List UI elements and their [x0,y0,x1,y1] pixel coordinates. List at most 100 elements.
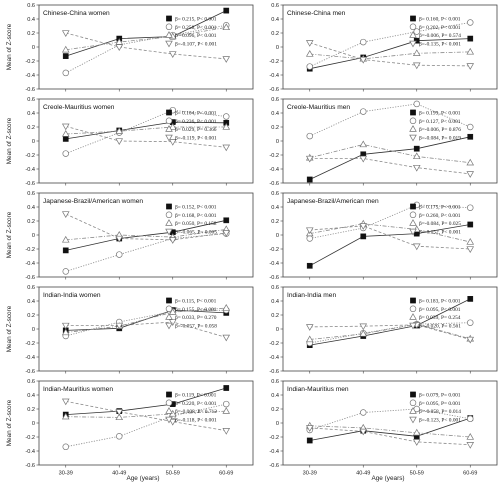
x-tick-label: 50-59 [410,471,424,477]
data-point [62,247,69,254]
y-tick-label: 0.4 [27,17,35,23]
data-point [413,28,421,35]
legend-marker [410,297,416,304]
y-tick-label: -0.4 [269,73,279,79]
data-point [305,155,314,163]
data-point [62,268,69,275]
legend-marker [410,391,416,398]
legend-marker [165,322,173,330]
data-point [115,251,123,258]
data-point [305,49,314,57]
y-tick-label: -0.4 [25,73,35,79]
panel-3: 0.6 0.4 0.2 0 -0.2 -0.4 -0.6 Mean of Z-score Cre… [6,97,254,187]
y-tick-label: 0.2 [271,125,279,131]
y-tick-label: 0.4 [27,393,35,399]
data-point [168,237,177,244]
y-tick-label: -0.6 [25,275,35,281]
legend-marker [409,211,417,219]
data-point [62,443,69,451]
legend-annotation: β= 0.202, P< 0.001 [419,25,461,31]
panel-9: 0.6 0.4 0.2 0 -0.2 -0.4 -0.6 30-39 40-49 50-59 60-… [6,379,254,477]
series-line-2 [309,322,471,344]
data-point [466,442,475,449]
y-tick-label: 0.6 [271,191,279,197]
y-tick-label: 0.6 [27,379,35,385]
data-point [306,132,314,140]
legend-annotation: β= 0.079, P= 0.001 [419,393,461,399]
x-tick-label: 30-39 [303,471,317,477]
legend-marker [409,322,417,330]
legend-annotation: β= 0.258, P< 0.001 [175,25,217,31]
legend-annotation: β=-0.058, P= 0.014 [419,409,461,415]
series-line-2 [309,103,471,137]
data-point [61,322,70,330]
legend-marker [165,416,173,424]
y-axis-label: Mean of Z-score [6,399,13,446]
legend-annotation: β= 0.115, P< 0.001 [175,299,217,305]
data-point [115,433,123,440]
series-line-1 [65,10,227,57]
data-point [466,63,475,70]
legend-annotation: β= 0.160, P< 0.001 [419,17,461,23]
data-point [223,400,230,408]
legend-marker [165,228,173,236]
panel-frame [38,286,254,372]
legend-annotation: β=-0.107, P< 0.001 [175,41,217,47]
legend-annotation: β=-0.006, P= 0.876 [419,127,461,133]
panel-title: Creole-Mauritius men [287,104,350,111]
data-point [413,37,420,44]
y-axis-label: Mean of Z-score [6,211,13,258]
y-tick-label: 0.6 [271,97,279,103]
legend-marker [166,391,172,398]
y-tick-label: -0.2 [269,341,279,347]
legend-marker [166,203,172,210]
series-line-3 [65,27,227,51]
data-point [223,113,230,120]
legend-annotation: β= 0.127, P< 0.001 [419,119,461,125]
legend-marker [165,407,173,414]
series-line-4 [65,32,227,60]
y-tick-label: 0.2 [27,31,35,37]
data-point [467,319,474,326]
data-point [61,123,70,131]
series-line-3 [309,144,471,164]
legend-marker [409,416,417,424]
data-point [168,122,177,130]
panel-7: 0.6 0.4 0.2 0 -0.2 -0.4 -0.6 Mean of Z-score Ind… [6,285,254,375]
series-line-4 [65,321,227,338]
data-point [359,323,368,331]
legend-annotation: β=-0.008, P= 0.712 [175,409,217,415]
y-tick-label: 0.6 [27,285,35,291]
data-point [222,407,231,414]
y-tick-label: -0.6 [269,369,279,375]
x-tick-label: 60-69 [219,471,233,477]
data-point [115,322,124,330]
series-line-4 [309,324,471,340]
y-tick-label: 0.4 [27,111,35,117]
legend-annotation: β=-0.084, P= 0.025 [419,221,461,227]
data-point [412,49,421,56]
y-tick-label: 0.2 [271,219,279,225]
legend-annotation: β= 0.260, P< 0.001 [419,213,461,219]
legend-annotation: β= 0.152, P< 0.001 [175,205,217,211]
panel-2: 0.6 0.4 0.2 0 -0.2 -0.4 -0.6 Chinese-China men β… [269,3,498,93]
y-tick-label: -0.6 [25,87,35,93]
data-point [61,45,70,53]
panel-frame [282,380,498,466]
y-tick-label: 0 [32,233,35,239]
y-tick-label: 0.6 [27,97,35,103]
series-line-1 [65,219,227,251]
y-tick-label: 0.2 [27,313,35,319]
legend-annotation: β= 0.155, P< 0.001 [175,307,217,313]
data-point [412,164,421,172]
legend-annotation: β= 0.199, P< 0.001 [419,111,461,117]
data-point [467,35,474,42]
series-line-1 [65,121,227,140]
data-point [359,155,368,163]
series-line-2 [65,109,227,154]
y-tick-label: 0 [276,421,279,427]
legend-marker [166,297,172,304]
y-tick-label: -0.2 [269,153,279,159]
x-axis-label-right: Age (years) [371,475,404,482]
data-point [413,100,421,108]
